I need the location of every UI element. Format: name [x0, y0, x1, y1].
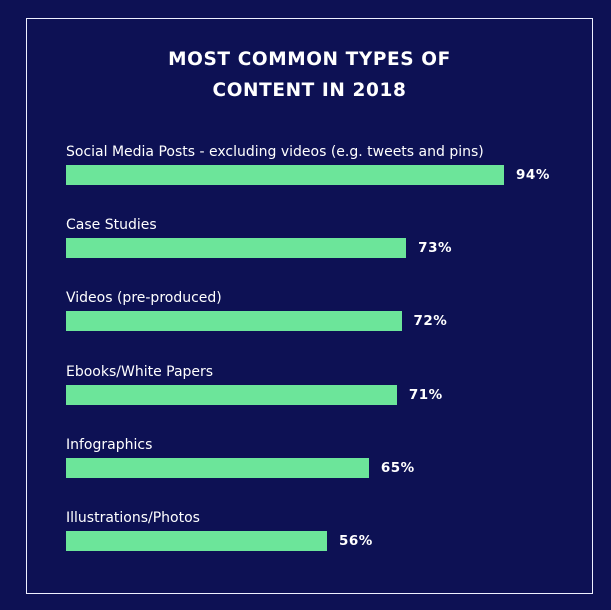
value-label: 65% [380, 459, 415, 476]
bar [66, 165, 505, 185]
category-label: Videos (pre-produced) [66, 290, 222, 307]
category-label: Social Media Posts - excluding videos (e… [66, 144, 484, 160]
bar-row: Illustrations/Photos 56% [66, 509, 586, 569]
bar-row: Case Studies 73% [66, 216, 586, 276]
bar-row: Infographics 65% [66, 436, 586, 496]
value-label: 94% [516, 167, 550, 183]
category-label: Illustrations/Photos [66, 510, 200, 526]
bar [66, 457, 369, 478]
value-label: 72% [413, 313, 448, 330]
bar [66, 238, 407, 259]
bar [66, 531, 327, 551]
chart-title: MOST COMMON TYPES OF CONTENT IN 2018 [26, 44, 593, 106]
bar-row: Ebooks/White Papers 71% [66, 363, 586, 423]
bar-row: Social Media Posts - excluding videos (e… [66, 143, 586, 203]
value-label: 56% [338, 533, 373, 549]
value-label: 73% [418, 240, 452, 257]
chart-title-line-2: CONTENT IN 2018 [212, 80, 407, 101]
chart-title-line-1: MOST COMMON TYPES OF [168, 49, 451, 70]
value-label: 71% [408, 386, 443, 403]
bar-row: Videos (pre-produced) 72% [66, 289, 586, 349]
category-label: Ebooks/White Papers [66, 363, 214, 380]
category-label: Infographics [66, 436, 153, 453]
category-label: Case Studies [66, 217, 157, 234]
chart-frame [26, 18, 593, 594]
bar [66, 384, 397, 405]
bar [66, 311, 402, 332]
